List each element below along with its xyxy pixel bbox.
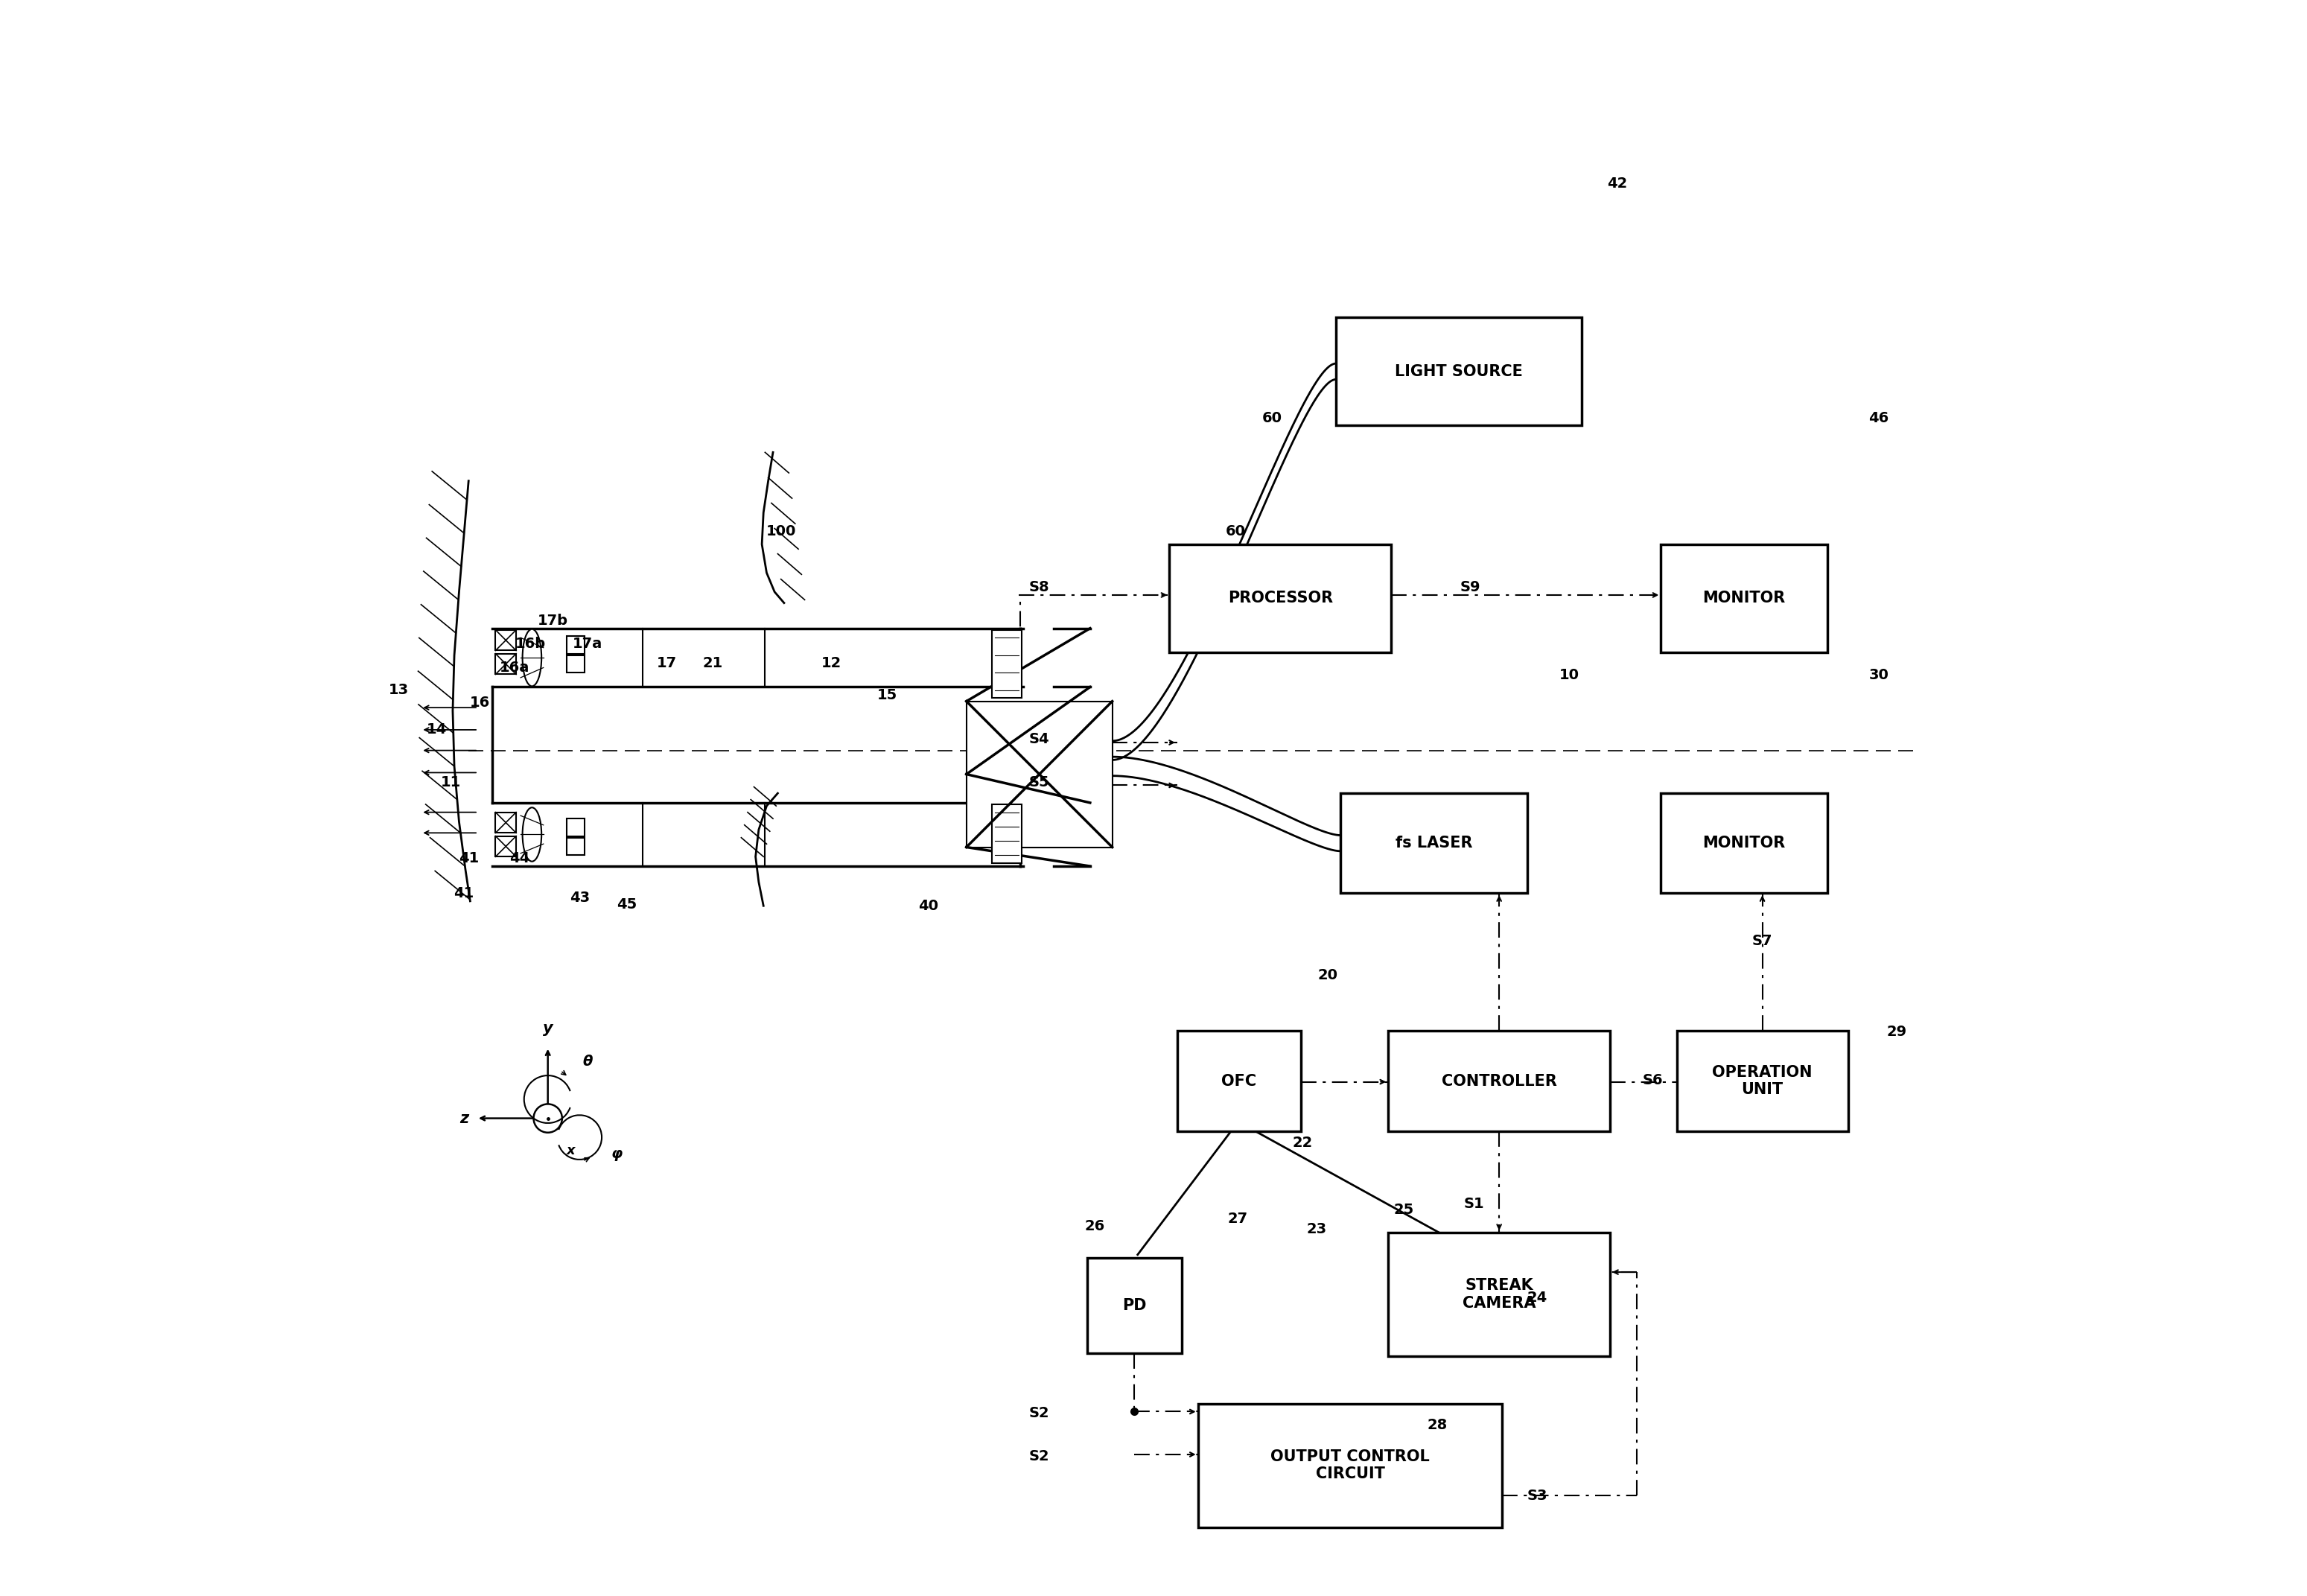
Bar bbox=[1177, 1031, 1301, 1132]
Text: S5: S5 bbox=[1029, 776, 1050, 788]
Text: 41: 41 bbox=[454, 886, 473, 900]
Text: S2: S2 bbox=[1029, 1406, 1050, 1420]
Text: 27: 27 bbox=[1227, 1211, 1248, 1226]
Bar bbox=[1389, 1031, 1610, 1132]
Text: 23: 23 bbox=[1306, 1223, 1327, 1237]
Text: 29: 29 bbox=[1887, 1025, 1908, 1039]
Text: 20: 20 bbox=[1317, 969, 1338, 983]
Bar bbox=[568, 656, 584, 674]
Text: 42: 42 bbox=[1608, 177, 1626, 190]
Text: 16b: 16b bbox=[514, 637, 547, 651]
Text: 14: 14 bbox=[427, 723, 448, 737]
Text: 28: 28 bbox=[1428, 1419, 1446, 1432]
Circle shape bbox=[533, 1104, 563, 1133]
Text: S1: S1 bbox=[1463, 1197, 1483, 1211]
Text: 25: 25 bbox=[1393, 1202, 1414, 1216]
Text: 60: 60 bbox=[1225, 525, 1246, 539]
Text: S3: S3 bbox=[1527, 1489, 1548, 1503]
Text: S7: S7 bbox=[1751, 934, 1772, 948]
Text: 21: 21 bbox=[704, 656, 722, 670]
Bar bbox=[496, 836, 517, 857]
Text: 17a: 17a bbox=[572, 637, 602, 651]
Ellipse shape bbox=[521, 808, 542, 862]
Text: 17b: 17b bbox=[538, 613, 568, 627]
Text: 15: 15 bbox=[877, 688, 897, 702]
Text: y: y bbox=[542, 1021, 554, 1036]
Text: 40: 40 bbox=[918, 899, 939, 913]
Bar bbox=[1087, 1258, 1181, 1353]
Text: S4: S4 bbox=[1029, 733, 1050, 747]
Text: 17: 17 bbox=[657, 656, 676, 670]
Bar bbox=[1661, 544, 1827, 653]
Ellipse shape bbox=[521, 629, 542, 686]
Text: OUTPUT CONTROL
CIRCUIT: OUTPUT CONTROL CIRCUIT bbox=[1271, 1449, 1430, 1481]
Bar bbox=[992, 804, 1022, 863]
Bar bbox=[496, 812, 517, 833]
Text: 11: 11 bbox=[441, 776, 461, 788]
Bar bbox=[967, 701, 1112, 847]
Text: S8: S8 bbox=[1029, 579, 1050, 594]
Text: 16: 16 bbox=[471, 696, 489, 710]
Text: LIGHT SOURCE: LIGHT SOURCE bbox=[1396, 364, 1523, 378]
Bar bbox=[992, 630, 1022, 697]
Bar bbox=[1389, 1232, 1610, 1357]
Text: 26: 26 bbox=[1084, 1219, 1105, 1234]
Text: MONITOR: MONITOR bbox=[1703, 591, 1786, 605]
Bar bbox=[1197, 1404, 1502, 1527]
Bar bbox=[496, 630, 517, 651]
Text: 60: 60 bbox=[1262, 412, 1283, 426]
Text: 24: 24 bbox=[1527, 1291, 1548, 1304]
Text: S6: S6 bbox=[1643, 1073, 1663, 1087]
Bar bbox=[1170, 544, 1391, 653]
Text: φ: φ bbox=[611, 1148, 623, 1160]
Text: 10: 10 bbox=[1560, 669, 1578, 681]
Text: 46: 46 bbox=[1869, 412, 1889, 426]
Text: 41: 41 bbox=[459, 851, 480, 865]
Text: 22: 22 bbox=[1292, 1136, 1313, 1151]
Text: x: x bbox=[568, 1144, 574, 1157]
Bar bbox=[1661, 793, 1827, 894]
Bar bbox=[568, 637, 584, 654]
Text: OFC: OFC bbox=[1223, 1074, 1257, 1088]
Text: PROCESSOR: PROCESSOR bbox=[1227, 591, 1333, 605]
Text: S9: S9 bbox=[1460, 579, 1481, 594]
Text: CONTROLLER: CONTROLLER bbox=[1442, 1074, 1557, 1088]
Text: 16a: 16a bbox=[501, 661, 531, 675]
Text: 30: 30 bbox=[1869, 669, 1889, 681]
Text: 100: 100 bbox=[766, 525, 796, 539]
Text: PD: PD bbox=[1124, 1298, 1147, 1314]
Text: STREAK
CAMERA: STREAK CAMERA bbox=[1463, 1278, 1536, 1310]
Text: 44: 44 bbox=[510, 851, 528, 865]
Bar bbox=[496, 654, 517, 675]
Bar bbox=[568, 838, 584, 855]
Bar bbox=[1340, 793, 1527, 894]
Bar bbox=[1336, 318, 1583, 426]
Bar bbox=[1677, 1031, 1848, 1132]
Text: θ: θ bbox=[584, 1055, 593, 1069]
Text: MONITOR: MONITOR bbox=[1703, 836, 1786, 851]
Text: z: z bbox=[459, 1111, 468, 1125]
Text: 43: 43 bbox=[570, 891, 591, 905]
Text: OPERATION
UNIT: OPERATION UNIT bbox=[1712, 1065, 1813, 1096]
Text: S2: S2 bbox=[1029, 1449, 1050, 1464]
Text: fs LASER: fs LASER bbox=[1396, 836, 1472, 851]
Text: 12: 12 bbox=[821, 656, 842, 670]
Text: 13: 13 bbox=[388, 683, 408, 697]
Bar bbox=[568, 819, 584, 836]
Text: 45: 45 bbox=[616, 897, 637, 911]
